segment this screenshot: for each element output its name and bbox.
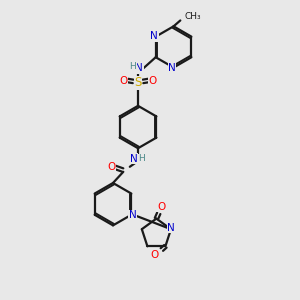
Text: N: N: [130, 154, 137, 164]
Text: O: O: [157, 202, 165, 212]
Text: O: O: [148, 76, 157, 85]
Text: N: N: [129, 210, 136, 220]
Text: N: N: [168, 63, 176, 73]
Text: O: O: [107, 162, 116, 172]
Text: O: O: [119, 76, 128, 85]
Text: N: N: [135, 63, 143, 73]
Text: H: H: [139, 154, 145, 163]
Text: CH₃: CH₃: [185, 12, 201, 21]
Text: S: S: [134, 76, 142, 89]
Text: N: N: [167, 223, 175, 233]
Text: N: N: [150, 31, 158, 41]
Text: O: O: [150, 250, 158, 260]
Text: H: H: [129, 62, 136, 71]
